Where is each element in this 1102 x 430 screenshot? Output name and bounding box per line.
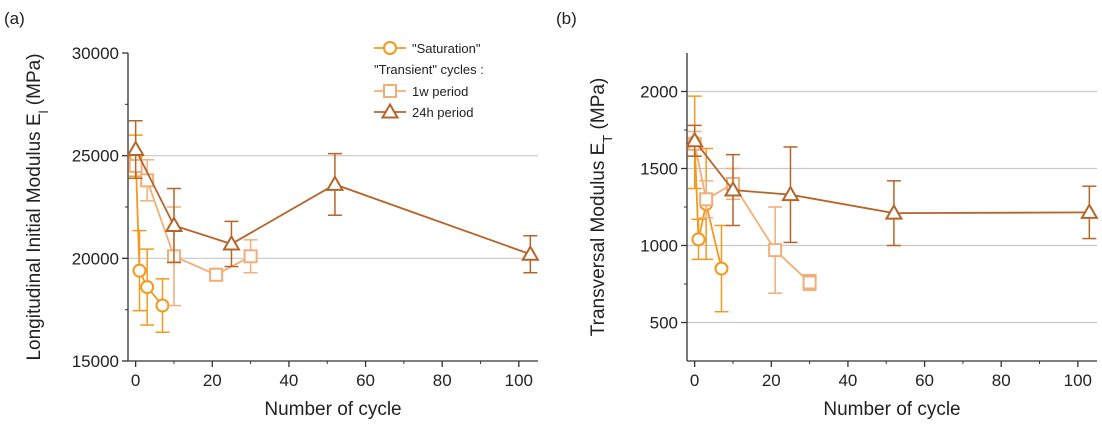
- y-tick-label: 25000: [72, 147, 119, 166]
- y-axis-label: Transversal Modulus ET (MPa): [588, 78, 615, 337]
- x-tick-label: 0: [690, 371, 699, 390]
- panel-b: (b) 500 1000 1500 2000 0 20 40 60 80 100 Number of …: [556, 9, 1099, 420]
- legend-marker: [380, 102, 400, 119]
- y-axis-label-unit: (MPa): [588, 78, 609, 135]
- data-point: [685, 131, 704, 148]
- legend-entry: "Saturation": [412, 41, 481, 56]
- x-tick-label: 20: [762, 371, 781, 390]
- data-point: [691, 232, 706, 247]
- data-point: [521, 244, 540, 261]
- y-axis-label-main: Longitudinal Initial Modulus E: [24, 113, 45, 360]
- y-axis-label-unit: (MPa): [24, 53, 45, 110]
- y-tick-label: 1500: [640, 160, 678, 179]
- legend-marker: [383, 84, 397, 98]
- data-point: [126, 140, 145, 157]
- panel-label: (b): [556, 9, 577, 28]
- data-point: [1080, 202, 1099, 219]
- x-tick-label: 60: [356, 371, 375, 390]
- y-tick-label: 2000: [640, 83, 678, 102]
- data-point: [132, 263, 147, 278]
- x-tick-label: 100: [505, 371, 533, 390]
- data-point: [325, 174, 345, 191]
- data-point: [781, 185, 800, 202]
- data-point: [699, 192, 714, 207]
- series-line: [693, 142, 723, 269]
- data-point: [140, 280, 155, 295]
- data-point: [802, 275, 817, 290]
- x-tick-label: 40: [279, 371, 298, 390]
- data-point: [884, 203, 904, 220]
- y-axis-label: Longitudinal Initial Modulus El (MPa): [24, 53, 51, 360]
- data-point: [164, 215, 184, 232]
- y-tick-label: 1000: [640, 237, 678, 256]
- data-point: [209, 267, 224, 282]
- series-1: [687, 130, 817, 294]
- data-point: [768, 243, 783, 258]
- y-axis-label-subscript: T: [600, 135, 615, 143]
- series-line: [693, 140, 1090, 215]
- series-line: [693, 143, 811, 284]
- x-tick-label: 60: [915, 371, 934, 390]
- series-2: [126, 120, 540, 274]
- legend-heading: "Transient" cycles :: [374, 62, 484, 77]
- data-point: [714, 261, 729, 276]
- legend-entry: 24h period: [412, 105, 473, 120]
- legend: "Saturation" "Transient" cycles : 1w perio…: [374, 41, 484, 120]
- y-axis-label-main: Transversal Modulus E: [588, 143, 609, 337]
- data-point: [222, 234, 241, 251]
- y-tick-label: 500: [650, 314, 678, 333]
- y-tick-label: 20000: [72, 249, 119, 268]
- x-axis-label: Number of cycle: [264, 399, 401, 420]
- series-2: [685, 124, 1099, 247]
- series-line: [134, 149, 531, 256]
- x-axis-label: Number of cycle: [823, 399, 960, 420]
- x-tick-label: 0: [131, 371, 140, 390]
- data-point: [243, 249, 258, 264]
- y-axis-label-subscript: l: [36, 110, 51, 113]
- x-tick-label: 20: [203, 371, 222, 390]
- data-point: [155, 298, 170, 313]
- data-point: [723, 180, 743, 197]
- y-tick-label: 15000: [72, 352, 119, 371]
- y-tick-label: 30000: [72, 44, 119, 63]
- panel-a: (a) 15000 20000 25000 30000 0 20 40 60 80 100 Numbe…: [4, 9, 540, 420]
- x-tick-label: 80: [433, 371, 452, 390]
- x-tick-label: 80: [992, 371, 1011, 390]
- series-line: [134, 155, 164, 307]
- legend-entry: 1w period: [412, 84, 468, 99]
- legend-marker: [383, 41, 397, 55]
- panel-label: (a): [4, 9, 25, 28]
- x-tick-label: 40: [838, 371, 857, 390]
- x-tick-label: 100: [1064, 371, 1092, 390]
